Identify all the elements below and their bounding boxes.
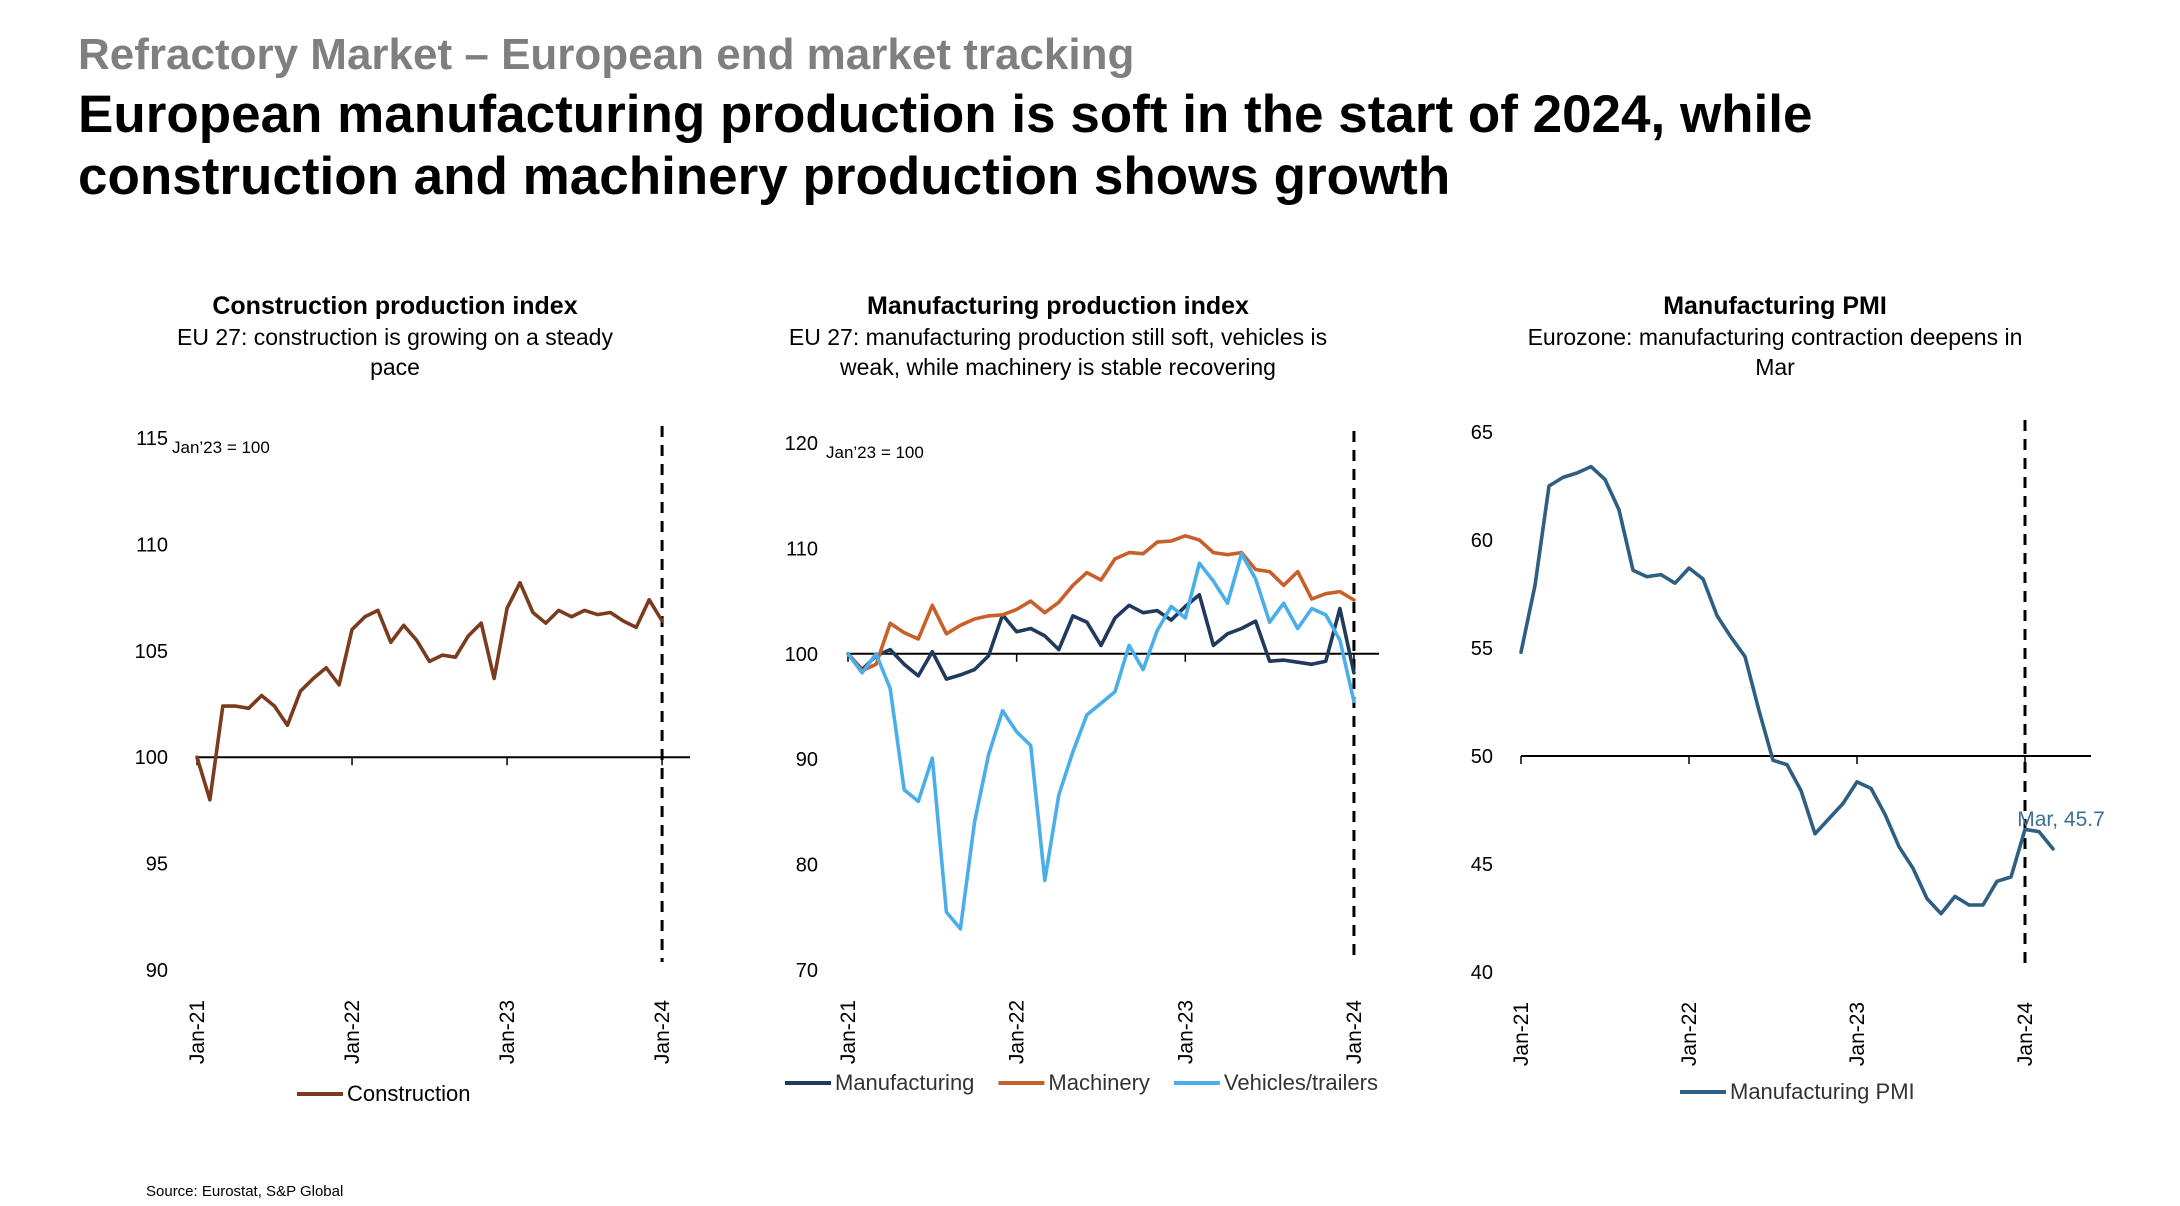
chart-subtitle: EU 27: manufacturing production still so… bbox=[788, 324, 1328, 380]
x-tick-label: Jan-22 bbox=[1678, 1002, 1701, 1066]
y-tick-label: 40 bbox=[1471, 962, 1493, 984]
index-base-note: Jan’23 = 100 bbox=[826, 443, 924, 462]
y-tick-label: 45 bbox=[1471, 854, 1493, 876]
y-tick-label: 120 bbox=[785, 433, 818, 455]
chart-title: Manufacturing production index bbox=[867, 292, 1249, 320]
y-tick-label: 110 bbox=[786, 538, 818, 560]
y-tick-label: 80 bbox=[796, 855, 818, 877]
y-tick-label: 90 bbox=[146, 960, 168, 982]
y-tick-label: 100 bbox=[135, 747, 168, 769]
index-base-note: Jan’23 = 100 bbox=[172, 438, 270, 457]
source-note: Source: Eurostat, S&P Global bbox=[146, 1183, 344, 1200]
y-tick-label: 65 bbox=[1471, 422, 1493, 444]
y-tick-label: 70 bbox=[796, 960, 818, 982]
legend-label: Vehicles/trailers bbox=[1224, 1070, 1378, 1095]
x-tick-label: Jan-23 bbox=[496, 1000, 519, 1064]
series-line bbox=[195, 580, 664, 802]
x-tick-label: Jan-22 bbox=[341, 1000, 364, 1064]
x-tick-label: Jan-23 bbox=[1846, 1002, 1869, 1066]
construction-chart-header: Construction production index EU 27: con… bbox=[170, 290, 620, 382]
y-tick-label: 105 bbox=[135, 641, 168, 663]
chart-subtitle: EU 27: construction is growing on a stea… bbox=[177, 324, 613, 380]
x-tick-label: Jan-23 bbox=[1174, 1000, 1197, 1064]
x-tick-label: Jan-21 bbox=[837, 1000, 860, 1064]
x-tick-label: Jan-21 bbox=[1510, 1002, 1533, 1066]
page-headline: European manufacturing production is sof… bbox=[78, 85, 1813, 206]
series-line bbox=[846, 551, 1356, 931]
legend-label: Machinery bbox=[1048, 1070, 1149, 1095]
y-tick-label: 100 bbox=[785, 644, 818, 666]
series-line bbox=[846, 533, 1356, 673]
y-tick-label: 115 bbox=[136, 428, 168, 450]
y-tick-label: 55 bbox=[1471, 638, 1493, 660]
y-tick-label: 110 bbox=[136, 534, 168, 556]
y-tick-label: 50 bbox=[1471, 746, 1493, 768]
legend-label: Construction bbox=[347, 1081, 471, 1106]
end-value-label: Mar, 45.7 bbox=[2017, 808, 2105, 831]
page-supertitle: Refractory Market – European end market … bbox=[78, 30, 1135, 79]
manufacturing-chart-header: Manufacturing production index EU 27: ma… bbox=[758, 290, 1358, 382]
x-tick-label: Jan-24 bbox=[2014, 1002, 2037, 1067]
series-line bbox=[846, 592, 1356, 681]
y-tick-label: 90 bbox=[796, 749, 818, 771]
y-tick-label: 95 bbox=[146, 854, 168, 876]
chart-subtitle: Eurozone: manufacturing contraction deep… bbox=[1527, 324, 2023, 380]
x-tick-label: Jan-24 bbox=[1343, 1000, 1366, 1065]
chart-title: Manufacturing PMI bbox=[1663, 292, 1887, 320]
series-line bbox=[1519, 464, 2055, 916]
legend-label: Manufacturing bbox=[835, 1070, 974, 1095]
chart-title: Construction production index bbox=[212, 292, 578, 320]
legend-label: Manufacturing PMI bbox=[1730, 1079, 1915, 1104]
y-tick-label: 60 bbox=[1471, 530, 1493, 552]
x-tick-label: Jan-21 bbox=[186, 1000, 209, 1064]
x-tick-label: Jan-24 bbox=[651, 1000, 674, 1065]
x-tick-label: Jan-22 bbox=[1006, 1000, 1029, 1064]
pmi-chart-header: Manufacturing PMI Eurozone: manufacturin… bbox=[1515, 290, 2035, 382]
